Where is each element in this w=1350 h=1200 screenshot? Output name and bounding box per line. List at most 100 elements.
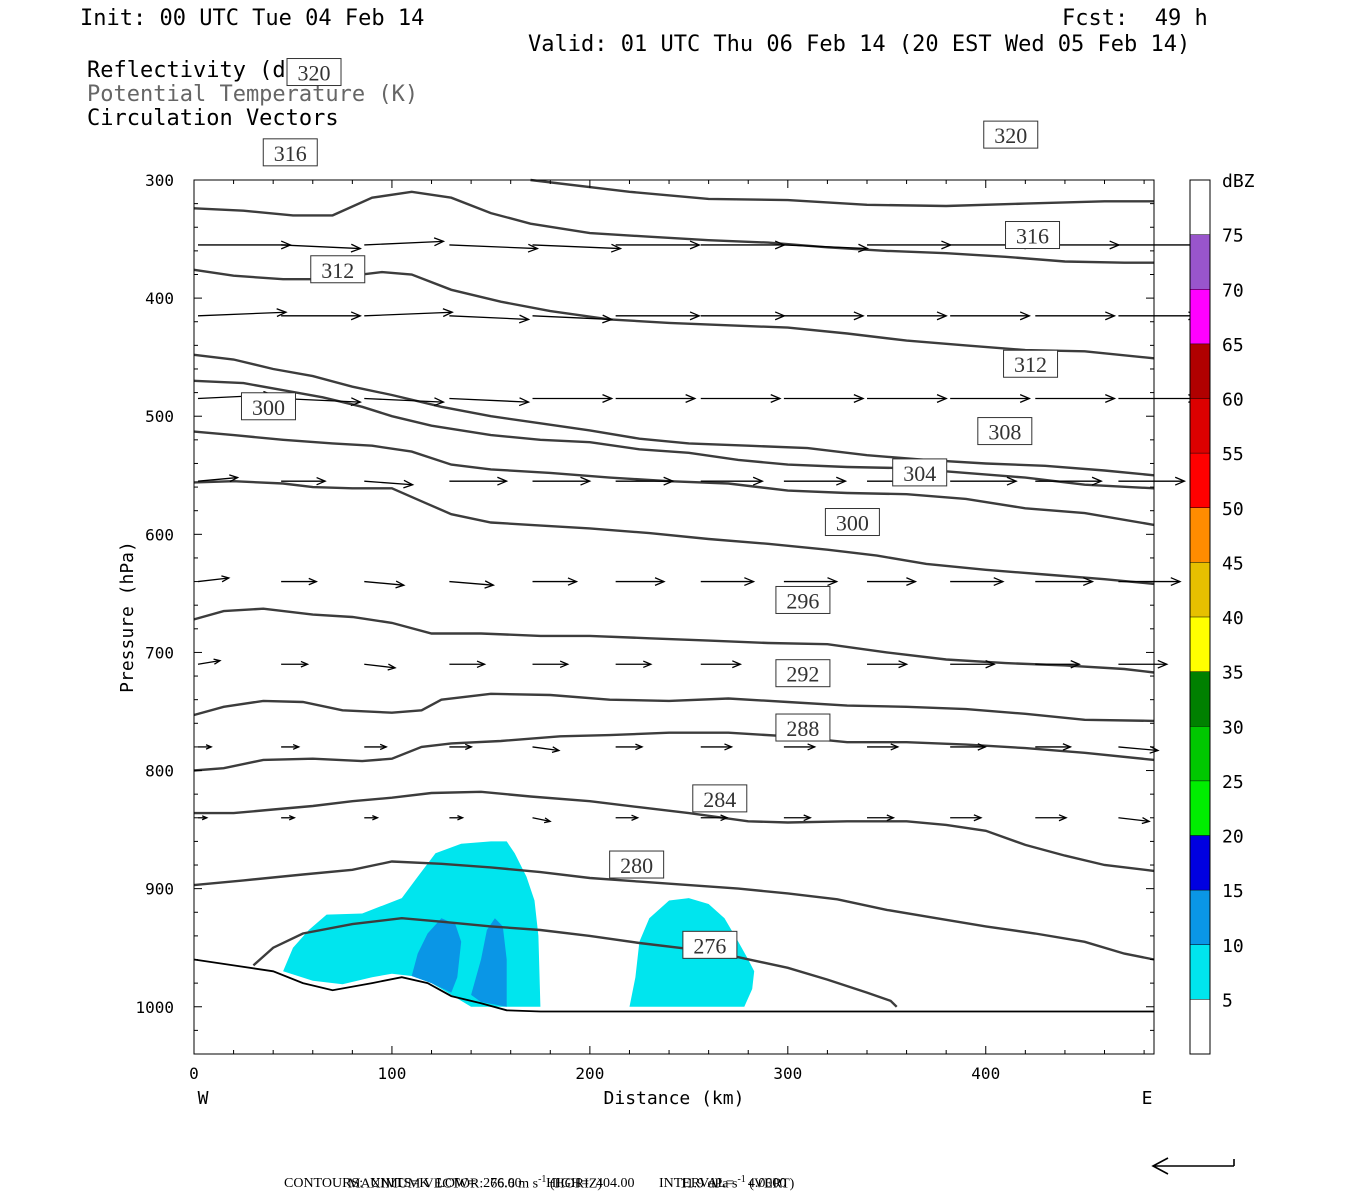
vector-arrow: [615, 743, 644, 751]
contour-label-box-316: [262, 138, 318, 167]
vector-arrow: [532, 476, 592, 486]
contour-label-box-288: [775, 713, 831, 742]
vector-arrow: [950, 660, 996, 669]
contour-label-box-284: [692, 784, 748, 813]
vector-head: [350, 311, 363, 321]
vector-head: [387, 663, 397, 671]
vector-shaft: [449, 397, 529, 403]
vector-arrow: [1118, 394, 1200, 403]
vector-arrow: [783, 476, 848, 486]
contour-label-box-320: [286, 58, 342, 87]
colorbar-level-label: 55: [1222, 444, 1244, 465]
terrain-line: [193, 958, 1154, 1013]
vector-head: [403, 479, 415, 489]
vector-arrow: [532, 660, 570, 669]
colorbar-swatch: [1190, 944, 1210, 1000]
max-vector-vert: 11.9 dPa s: [680, 1176, 738, 1192]
vector-head: [936, 311, 948, 321]
vector-head: [1105, 394, 1117, 403]
vector-arrow: [783, 814, 812, 822]
theta-contour-276: [252, 916, 898, 1008]
contour-label-box-308: [977, 417, 1033, 446]
vector-shaft: [532, 315, 612, 321]
y-tick-label: 900: [145, 880, 174, 899]
vector-arrow: [1118, 577, 1182, 587]
colorbar-swatch: [1190, 289, 1210, 344]
vector-head: [379, 743, 388, 751]
vector-arrow: [281, 243, 363, 253]
vector-arrow: [783, 577, 839, 587]
vector-arrow: [449, 397, 531, 407]
vector-head: [288, 815, 297, 821]
vector-head: [752, 476, 765, 486]
vector-head: [484, 580, 496, 589]
vector-head: [724, 743, 734, 751]
vector-arrow: [532, 577, 579, 586]
colorbar: 5 10 15 20 25 30 35 40 45 50 55 60 65 70 75: [1189, 179, 1244, 1055]
vector-arrow: [867, 743, 900, 751]
vector-arrow: [449, 660, 487, 669]
vector-arrow: [1035, 394, 1117, 403]
vector-head: [803, 814, 812, 822]
vector-shaft: [364, 240, 444, 246]
vector-head: [457, 815, 465, 821]
theta-contour-308: [193, 379, 1155, 490]
vector-shaft: [364, 580, 404, 586]
colorbar-swatch: [1190, 999, 1210, 1054]
vector-head: [1058, 814, 1068, 822]
vert-exp: -1: [737, 1174, 746, 1185]
terrain-outline: [193, 958, 1154, 1013]
vector-arrow: [615, 394, 697, 403]
vector-arrow: [281, 660, 310, 668]
vector-shaft: [364, 311, 453, 317]
vector-head: [886, 814, 896, 822]
theta-contour-304: [193, 430, 1155, 527]
vector-head: [857, 243, 870, 253]
vector-head: [350, 243, 363, 253]
vector-head: [213, 658, 222, 665]
vector-arrow: [449, 743, 474, 751]
theta-contours: [193, 178, 1155, 1008]
reflectivity-fills: [283, 841, 755, 1007]
contour-label-box-300: [240, 392, 296, 421]
y-tick-label: 700: [145, 643, 174, 662]
vector-head: [827, 577, 839, 587]
colorbar-level-label: 15: [1222, 881, 1244, 902]
contour-label-box-304: [892, 458, 948, 487]
vector-arrow: [1035, 476, 1103, 486]
vector-arrow: [1118, 659, 1169, 669]
vector-arrow: [364, 397, 446, 407]
vector-arrow: [783, 743, 817, 751]
vector-shaft: [197, 476, 238, 482]
vector-shaft: [1118, 817, 1150, 823]
vector-head: [1105, 311, 1117, 321]
vector-arrow: [1035, 743, 1073, 751]
vector-arrow: [449, 243, 540, 253]
vector-arrow: [449, 815, 465, 821]
vector-shaft: [532, 746, 560, 752]
contour-label-box-296: [775, 585, 831, 614]
vector-head: [433, 397, 446, 407]
colorbar-level-label: 50: [1222, 499, 1244, 520]
colorbar-swatch: [1190, 398, 1210, 454]
vector-arrow: [615, 814, 640, 821]
contour-label-312: 312: [1014, 352, 1047, 377]
vector-head: [1091, 476, 1103, 486]
vector-head: [610, 243, 623, 253]
vector-head: [551, 746, 561, 754]
vector-shaft: [449, 315, 529, 321]
vector-head: [543, 817, 552, 824]
x-tick-label: 0: [189, 1064, 199, 1083]
reflectivity-region-5: [283, 841, 541, 1007]
reference-vector: [1151, 1157, 1235, 1175]
theta-contour-296: [193, 607, 1155, 674]
contour-label-box-292: [775, 659, 831, 688]
vector-head: [1157, 659, 1169, 669]
theta-contour-312: [193, 353, 1155, 477]
colorbar-level-label: 30: [1222, 717, 1244, 738]
vector-head: [476, 660, 487, 669]
colorbar-level-label: 45: [1222, 553, 1244, 574]
vector-head: [1019, 394, 1032, 403]
contour-label-box-316: [1005, 221, 1061, 250]
contour-label-292: 292: [786, 662, 819, 687]
